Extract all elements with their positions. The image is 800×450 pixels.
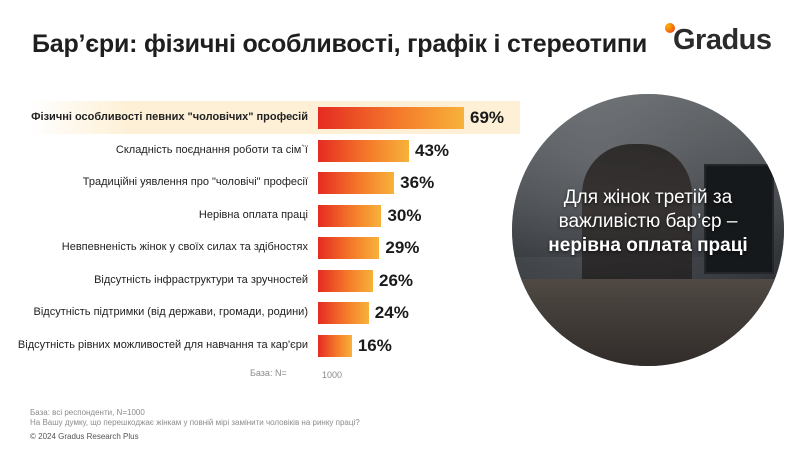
photo-overlay [512,94,784,366]
bar [318,172,395,194]
category-label: Складність поєднання роботи та сім`ї [115,143,308,156]
bar [318,334,352,357]
logo-text: Gradus [673,24,772,56]
category-label: Відсутність підтримки (від держави, гром… [33,306,308,318]
base-value: 1000 [322,370,343,380]
footnote-base: База: всі респонденти, N=1000 [30,408,145,417]
category-label: Традиційні уявлення про "чоловічі" профе… [82,176,308,188]
bar [318,269,373,292]
base-label: База: N= [250,368,287,378]
page-title: Бар’єри: фізичні особливості, графік і с… [32,30,647,58]
photo-desk [512,278,784,366]
category-label: Нерівна оплата праці [198,208,308,221]
category-label: Невпевненість жінок у своїх силах та зді… [61,241,308,253]
value-label: 36% [400,173,435,192]
bar [318,302,369,324]
woman-at-computer-photo: Для жінок третій за важливістю бар’єр – … [512,94,784,366]
value-label: 16% [357,335,392,355]
category-label: Відсутність інфраструктури та зручностей [94,273,308,286]
bar [318,204,382,227]
copyright: © 2024 Gradus Research Plus [30,432,139,441]
category-label: Фізичні особливості певних "чоловічих" п… [31,111,308,123]
gradus-logo: Gradus [665,22,775,56]
bar [318,107,464,129]
value-label: 69% [470,108,505,127]
value-label: 24% [374,303,409,322]
bar [318,139,409,162]
caption-bold: нерівна оплата праці [548,235,748,256]
value-label: 30% [387,205,422,225]
value-label: 29% [385,238,420,257]
value-label: 43% [414,140,450,160]
category-label: Відсутність рівних можливостей для навча… [17,338,308,351]
value-label: 26% [379,270,414,290]
caption-plain: Для жінок третій за важливістю бар’єр – [558,187,738,232]
photo-monitor [704,164,774,274]
photo-caption: Для жінок третій за важливістю бар’єр – … [512,186,784,258]
bar [318,237,380,259]
footnote-question: На Вашу думку, що перешкоджає жінкам у п… [30,418,360,427]
logo-dot-icon [665,23,675,33]
